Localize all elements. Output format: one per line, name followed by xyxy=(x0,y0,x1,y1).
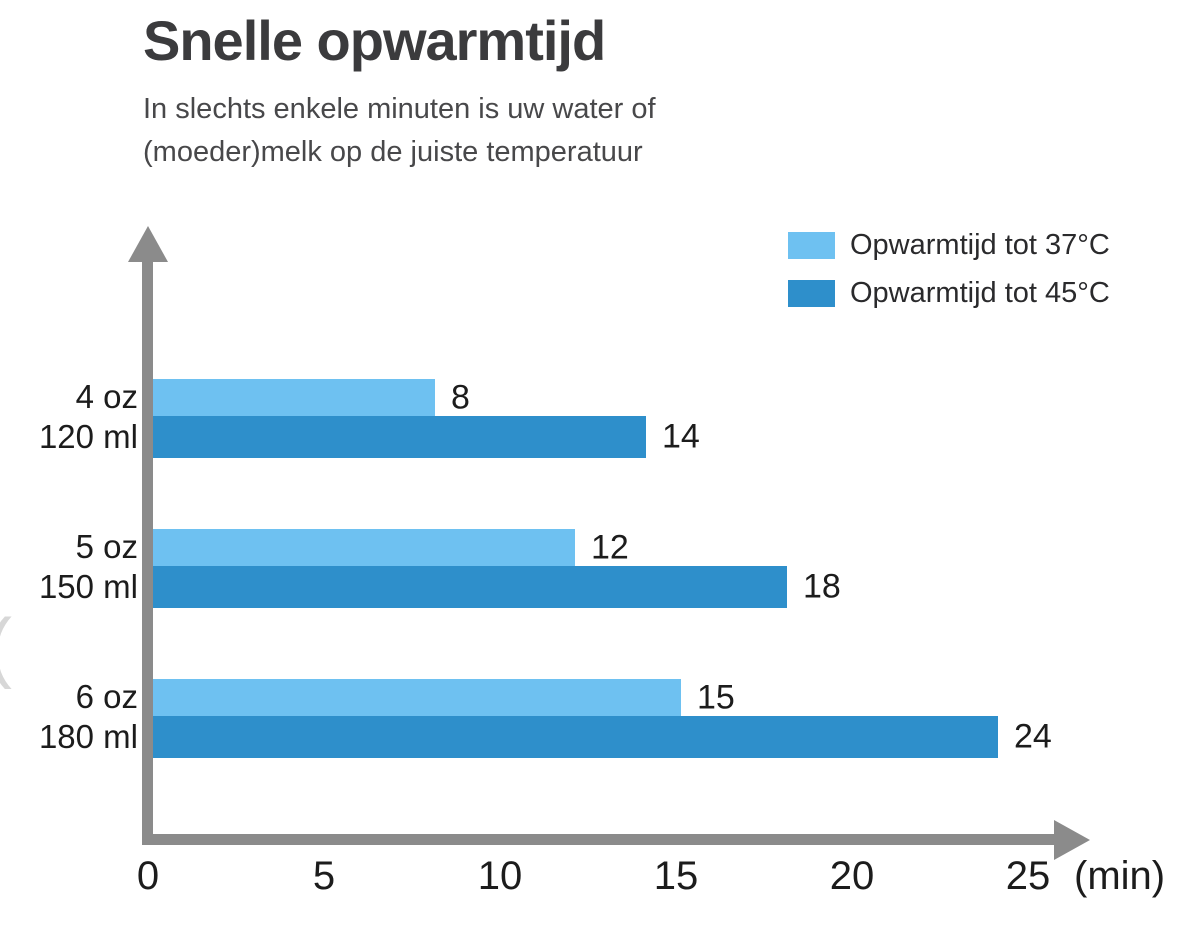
bar-series0-group2 xyxy=(153,679,681,716)
bar-value-label: 24 xyxy=(1014,717,1052,756)
bar-value-label: 12 xyxy=(591,528,629,566)
legend-label-45c: Opwarmtijd tot 45°C xyxy=(850,277,1110,309)
x-axis-unit-label: (min) xyxy=(1074,854,1166,898)
bar-series1-group2 xyxy=(153,716,998,758)
bar-value-label: 15 xyxy=(697,678,735,716)
bar-series0-group1 xyxy=(153,529,575,566)
x-axis-arrow-icon xyxy=(1054,820,1090,860)
y-axis-arrow-icon xyxy=(128,226,168,262)
category-label: 6 oz 180 ml xyxy=(38,678,138,755)
bar-value-label: 14 xyxy=(662,417,700,456)
x-axis-line xyxy=(142,834,1055,845)
x-tick-label-20: 20 xyxy=(829,854,875,898)
category-label: 4 oz 120 ml xyxy=(38,378,138,455)
legend-label-37c: Opwarmtijd tot 37°C xyxy=(850,229,1110,261)
bar-series1-group0 xyxy=(153,416,646,458)
y-axis-line xyxy=(142,258,153,845)
x-tick-label-5: 5 xyxy=(312,854,336,898)
chart-title: Snelle opwarmtijd xyxy=(143,9,606,72)
legend-swatch-45c-icon xyxy=(788,280,835,307)
legend-item-45c: Opwarmtijd tot 45°C xyxy=(788,277,1110,309)
bar-series0-group0 xyxy=(153,379,435,416)
x-tick-label-0: 0 xyxy=(136,854,160,898)
bar-value-label: 8 xyxy=(451,378,470,416)
category-label: 5 oz 150 ml xyxy=(38,528,138,605)
bar-value-label: 18 xyxy=(803,567,841,606)
chart-subtitle: In slechts enkele minuten is uw water of… xyxy=(143,93,656,168)
bar-series1-group1 xyxy=(153,566,787,608)
x-tick-label-15: 15 xyxy=(653,854,699,898)
legend: Opwarmtijd tot 37°C Opwarmtijd tot 45°C xyxy=(788,229,1110,328)
legend-swatch-37c-icon xyxy=(788,232,835,259)
legend-item-37c: Opwarmtijd tot 37°C xyxy=(788,229,1110,261)
clipped-edge-glyph: ( xyxy=(0,601,12,692)
x-tick-label-25: 25 xyxy=(1005,854,1051,898)
x-tick-label-10: 10 xyxy=(477,854,523,898)
